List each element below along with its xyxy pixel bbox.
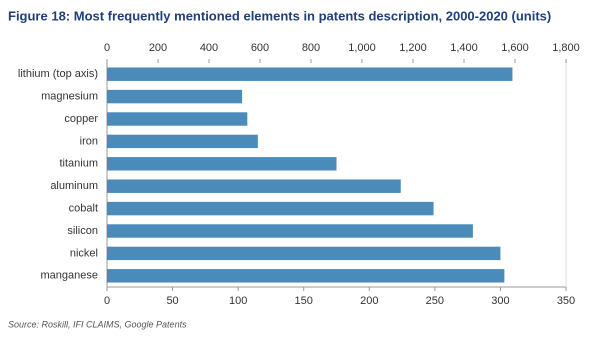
source-note: Source: Roskill, IFI CLAIMS, Google Pate… (8, 319, 187, 329)
bar (107, 134, 258, 149)
bar (107, 157, 337, 171)
x2-tick-label: 1,800 (552, 42, 580, 54)
bar (107, 201, 434, 216)
x2-tick-label: 1,600 (501, 42, 529, 54)
x-tick-label: 250 (426, 295, 444, 307)
bar (107, 246, 501, 261)
bar (107, 179, 401, 193)
y-tick-label: iron (80, 135, 98, 147)
x-tick-label: 150 (295, 295, 313, 307)
y-tick-label: aluminum (50, 180, 98, 192)
y-tick-label: titanium (59, 158, 98, 170)
x-tick-label: 50 (166, 295, 178, 307)
x-tick-label: 0 (104, 295, 110, 307)
y-tick-label: lithium (top axis) (18, 68, 98, 80)
x2-tick-label: 1,400 (450, 42, 478, 54)
x-tick-label: 300 (491, 295, 509, 307)
y-tick-label: cobalt (69, 203, 98, 215)
x2-tick-label: 200 (149, 42, 167, 54)
y-tick-label: silicon (67, 225, 98, 237)
bar (107, 67, 513, 81)
x-tick-label: 200 (360, 295, 378, 307)
x2-tick-label: 0 (104, 42, 110, 54)
x2-tick-label: 1,200 (399, 42, 427, 54)
x-tick-label: 350 (557, 295, 575, 307)
x2-tick-label: 1,000 (348, 42, 376, 54)
y-tick-label: manganese (41, 270, 99, 282)
y-tick-label: magnesium (41, 91, 98, 103)
bar (107, 269, 505, 283)
x-tick-label: 100 (229, 295, 247, 307)
bar (107, 224, 473, 238)
x2-tick-label: 800 (302, 42, 320, 54)
bar (107, 89, 243, 104)
y-tick-label: nickel (70, 247, 98, 259)
x2-tick-label: 600 (251, 42, 269, 54)
chart-title: Figure 18: Most frequently mentioned ele… (8, 8, 551, 23)
y-tick-label: copper (64, 113, 98, 125)
bar (107, 112, 248, 126)
x2-tick-label: 400 (200, 42, 218, 54)
